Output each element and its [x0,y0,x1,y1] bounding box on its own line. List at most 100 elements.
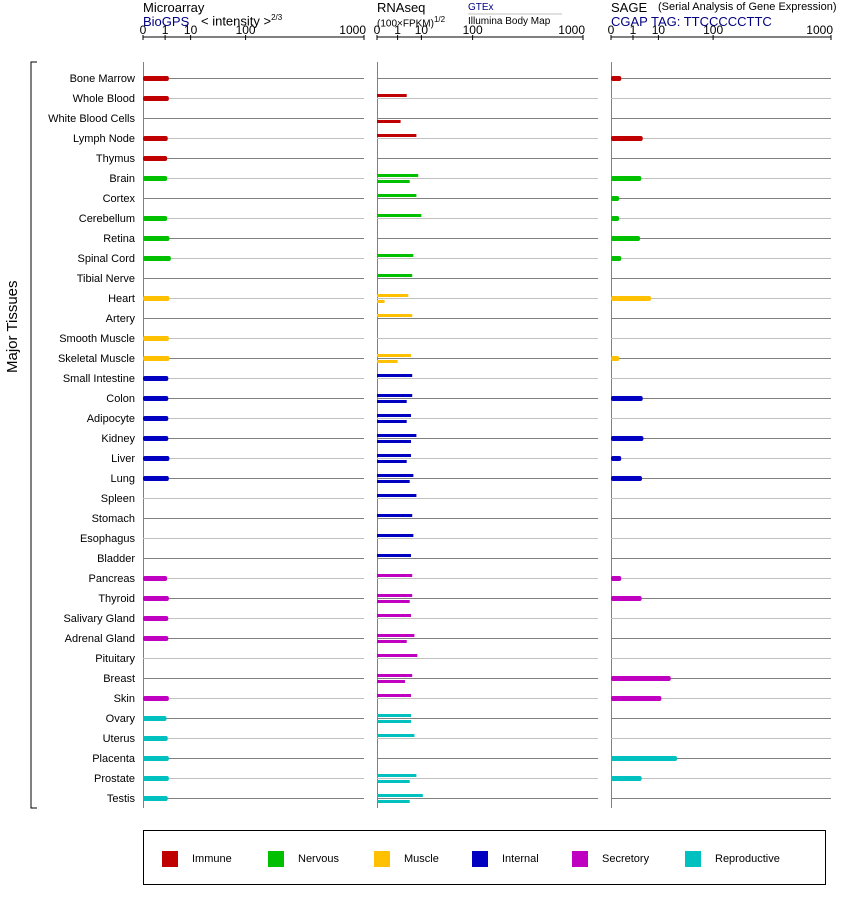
bar-rnaseq-illumina [377,640,407,643]
rnaseq-scale-exp: 1/2 [433,15,446,24]
bar-microarray [143,456,170,461]
tissue-label: Smooth Muscle [59,333,135,345]
bar-microarray [143,396,169,401]
bar-rnaseq-illumina [377,120,401,123]
bar-rnaseq-gtex [377,254,414,257]
bar-microarray [143,416,169,421]
microarray-scale-label: < intensity >2/3 [201,13,282,28]
legend-label: Reproductive [715,853,780,865]
bar-sage [611,456,622,461]
bar-sage [611,176,642,181]
bar-microarray [143,596,169,601]
legend-label: Secretory [602,853,650,865]
sage-subtitle: (Serial Analysis of Gene Expression) [658,1,837,13]
bar-rnaseq-illumina [377,800,410,803]
bar-microarray [143,96,169,101]
x-tick-label-1-2: 10 [415,23,429,37]
tissue-label: Brain [109,173,135,185]
bar-rnaseq-gtex [377,554,412,557]
microarray-source[interactable]: BioGPS [143,14,190,29]
bar-sage [611,296,651,301]
bar-microarray [143,376,169,381]
bar-microarray [143,336,169,341]
tissue-label: Bladder [97,553,135,565]
bar-rnaseq-gtex [377,534,414,537]
x-tick-label-2-4: 1000 [806,23,833,37]
tissue-label: Esophagus [80,533,136,545]
bar-sage [611,76,622,81]
bar-rnaseq-illumina [377,180,410,183]
x-tick-label-0-3: 100 [236,23,256,37]
tissue-label: Adrenal Gland [65,633,135,645]
x-tick-label-1-1: 1 [394,23,401,37]
bar-sage [611,676,671,681]
x-tick-label-0-1: 1 [162,23,169,37]
bar-rnaseq-gtex [377,414,412,417]
bar-rnaseq-illumina [377,460,407,463]
bar-rnaseq-gtex [377,514,413,517]
bar-rnaseq-illumina [377,480,410,483]
bar-sage [611,236,641,241]
bar-microarray [143,796,168,801]
bar-rnaseq-gtex [377,134,417,137]
x-tick-label-1-3: 100 [463,23,483,37]
bar-sage [611,256,622,261]
bar-sage [611,356,620,361]
bar-rnaseq-gtex [377,454,412,457]
legend-swatch [162,851,178,867]
bar-microarray [143,236,170,241]
bar-rnaseq-gtex [377,574,413,577]
bar-sage [611,596,642,601]
legend-swatch [685,851,701,867]
rnaseq-subtitle: (100×FPKM)1/2 [377,15,445,29]
bar-rnaseq-illumina [377,600,410,603]
bar-rnaseq-gtex [377,314,413,317]
tissue-label: Stomach [92,513,135,525]
legend-item-secretory: Secretory [572,851,649,867]
bar-rnaseq-gtex [377,174,419,177]
tissue-label: Salivary Gland [63,613,135,625]
bar-rnaseq-gtex [377,774,417,777]
bar-rnaseq-gtex [377,794,423,797]
tissue-label: White Blood Cells [48,113,135,125]
rnaseq-title: RNAseq [377,0,426,15]
rnaseq-source-illumina[interactable]: Illumina Body Map [468,16,551,27]
bar-rnaseq-gtex [377,594,413,597]
tissue-label: Whole Blood [73,93,135,105]
bar-rnaseq-illumina [377,780,410,783]
tissue-label: Pituitary [95,653,135,665]
bar-microarray [143,356,170,361]
bar-rnaseq-gtex [377,714,412,717]
microarray-scale-text: < intensity > [201,13,272,29]
tissue-label: Retina [103,233,136,245]
bar-microarray [143,756,169,761]
x-tick-label-0-0: 0 [140,23,147,37]
sage-tag[interactable]: CGAP TAG: TTCCCCCTTC [611,14,772,29]
bar-sage [611,476,643,481]
tissue-label: Skeletal Muscle [58,353,135,365]
bar-rnaseq-gtex [377,694,412,697]
bar-rnaseq-gtex [377,94,407,97]
tissue-label: Heart [108,293,135,305]
bar-microarray [143,436,169,441]
bar-rnaseq-gtex [377,274,413,277]
tissue-bracket [30,61,37,809]
bar-microarray [143,136,168,141]
legend-swatch [374,851,390,867]
tissue-label: Kidney [101,433,135,445]
bar-rnaseq-gtex [377,474,414,477]
tissue-label: Placenta [92,753,136,765]
microarray-scale-exp: 2/3 [271,13,283,22]
bar-microarray [143,616,169,621]
bar-sage [611,436,644,441]
tissue-label: Lung [111,473,135,485]
rnaseq-source-gtex[interactable]: GTEx [468,2,494,13]
bar-microarray [143,716,167,721]
x-tick-label-2-0: 0 [608,23,615,37]
bar-rnaseq-gtex [377,394,413,397]
bar-microarray [143,776,169,781]
bar-microarray [143,296,170,301]
bar-rnaseq-gtex [377,434,417,437]
tissue-label: Testis [107,793,136,805]
legend-swatch [572,851,588,867]
